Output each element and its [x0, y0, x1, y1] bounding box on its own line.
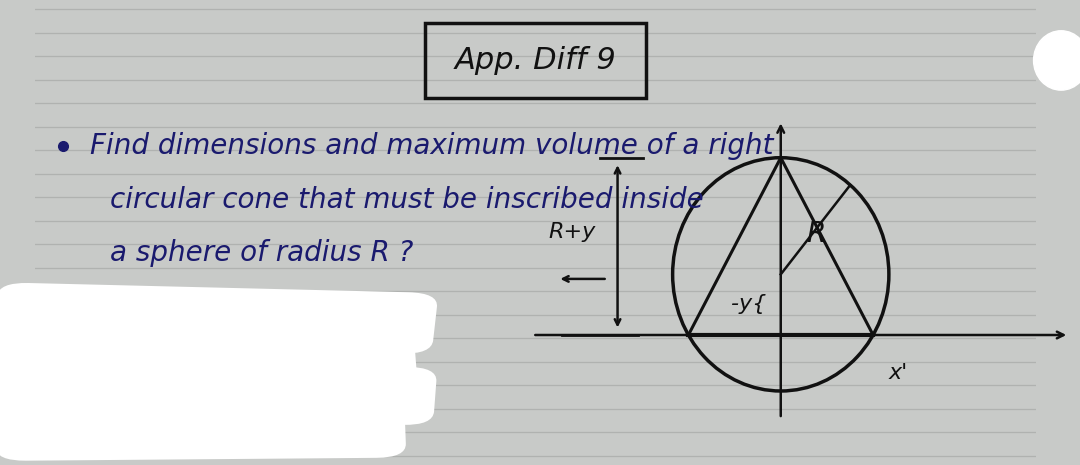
FancyBboxPatch shape [0, 283, 437, 353]
Text: R+y: R+y [549, 222, 596, 242]
Ellipse shape [1034, 31, 1080, 90]
Text: max. volume of a Cone: max. volume of a Cone [110, 291, 432, 319]
Text: x': x' [888, 363, 907, 383]
Text: circular cone that must be inscribed inside: circular cone that must be inscribed ins… [110, 186, 704, 214]
FancyBboxPatch shape [0, 400, 406, 461]
Text: App. Diff 9: App. Diff 9 [455, 46, 617, 75]
Text: -y{: -y{ [731, 293, 766, 313]
Text: Find dimensions and maximum volume of a right: Find dimensions and maximum volume of a … [90, 133, 773, 160]
Text: R: R [806, 219, 825, 247]
FancyBboxPatch shape [0, 323, 417, 389]
FancyBboxPatch shape [0, 361, 436, 425]
Text: a sphere of radius R ?: a sphere of radius R ? [110, 239, 414, 267]
